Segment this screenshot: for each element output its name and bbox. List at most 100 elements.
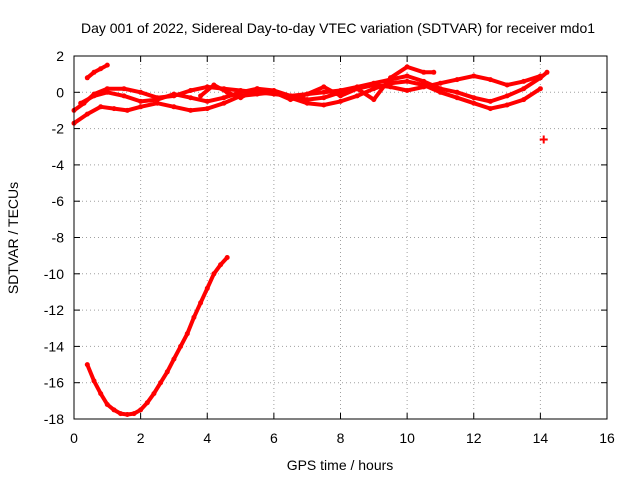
- data-point: [104, 402, 110, 407]
- data-point: [288, 97, 293, 103]
- data-point: [138, 98, 144, 104]
- y-tick-label: -18: [44, 411, 64, 427]
- y-tick-label: -8: [52, 230, 65, 246]
- data-point: [154, 97, 160, 103]
- data-point: [338, 93, 343, 99]
- data-point: [124, 107, 130, 113]
- x-tick-label: 16: [599, 430, 615, 446]
- chart-title: Day 001 of 2022, Sidereal Day-to-day VTE…: [81, 20, 595, 36]
- data-point: [304, 91, 310, 97]
- data-point: [454, 95, 460, 101]
- data-point: [158, 380, 164, 386]
- data-point: [204, 106, 210, 112]
- data-point: [198, 93, 204, 99]
- data-point: [421, 69, 427, 75]
- data-point: [84, 111, 90, 117]
- data-point: [164, 369, 170, 375]
- data-point: [487, 77, 493, 83]
- data-point: [104, 62, 110, 68]
- data-point: [421, 84, 427, 90]
- data-point: [104, 86, 110, 92]
- data-point: [151, 391, 157, 397]
- data-point: [131, 411, 137, 417]
- data-series: [71, 62, 550, 417]
- data-point: [171, 104, 177, 110]
- data-point: [371, 86, 377, 92]
- y-axis-label: SDTVAR / TECUs: [5, 182, 21, 294]
- data-point: [521, 78, 527, 84]
- data-point: [521, 86, 527, 92]
- x-tick-label: 4: [203, 430, 211, 446]
- data-point: [118, 411, 124, 417]
- data-point: [437, 89, 443, 95]
- data-point: [224, 255, 230, 260]
- data-point: [304, 97, 310, 103]
- data-point: [321, 102, 327, 108]
- data-point: [211, 82, 217, 88]
- x-axis-label: GPS time / hours: [287, 457, 394, 473]
- y-tick-label: 2: [56, 48, 64, 64]
- data-point: [431, 69, 437, 75]
- data-point: [471, 95, 477, 101]
- data-point: [421, 78, 427, 84]
- y-tick-label: -4: [52, 157, 65, 173]
- data-point: [138, 407, 144, 413]
- x-tick-label: 12: [466, 430, 482, 446]
- data-point: [404, 64, 410, 70]
- data-point: [188, 107, 194, 113]
- data-point: [437, 80, 443, 86]
- data-point: [321, 84, 327, 90]
- data-point: [338, 98, 343, 104]
- data-point: [404, 88, 410, 93]
- data-point: [221, 95, 227, 101]
- data-point: [198, 300, 204, 306]
- data-point: [78, 100, 84, 106]
- series-track-c: [78, 74, 543, 106]
- grid-lines: [74, 56, 607, 419]
- data-point: [91, 69, 97, 75]
- data-point: [354, 86, 360, 92]
- data-point: [218, 262, 224, 268]
- data-point: [104, 89, 110, 95]
- y-tick-label: -6: [52, 193, 65, 209]
- data-point: [504, 102, 510, 108]
- data-point: [537, 73, 543, 79]
- isolated-point-marker: [539, 135, 548, 144]
- data-point: [221, 100, 227, 106]
- series-low-arc: [85, 255, 230, 417]
- x-tick-label: 10: [399, 430, 415, 446]
- data-point: [404, 78, 410, 84]
- data-point: [184, 331, 190, 337]
- y-tick-label: -14: [44, 338, 64, 354]
- data-point: [321, 89, 327, 95]
- y-tick-label: -10: [44, 266, 64, 282]
- data-point: [454, 89, 460, 95]
- x-tick-label: 0: [70, 430, 78, 446]
- data-point: [84, 362, 90, 368]
- x-tick-label: 2: [137, 430, 145, 446]
- data-point: [471, 73, 477, 79]
- data-point: [504, 93, 510, 99]
- data-point: [211, 271, 217, 277]
- data-point: [171, 91, 177, 97]
- data-point: [188, 88, 194, 93]
- data-point: [171, 356, 177, 362]
- data-point: [238, 89, 244, 95]
- x-tick-label: 14: [533, 430, 549, 446]
- data-point: [178, 343, 184, 349]
- data-point: [84, 75, 90, 81]
- data-point: [111, 106, 117, 112]
- x-tick-label: 6: [270, 430, 278, 446]
- data-point: [238, 95, 244, 101]
- data-point: [191, 314, 197, 320]
- data-point: [371, 97, 377, 103]
- data-point: [188, 95, 194, 101]
- data-point: [124, 412, 130, 417]
- y-tick-label: -2: [52, 121, 65, 137]
- axis-ticks: [73, 55, 608, 420]
- data-point: [388, 84, 393, 90]
- data-point: [98, 104, 104, 110]
- data-point: [138, 104, 144, 110]
- data-point: [271, 89, 277, 95]
- data-point: [204, 285, 210, 291]
